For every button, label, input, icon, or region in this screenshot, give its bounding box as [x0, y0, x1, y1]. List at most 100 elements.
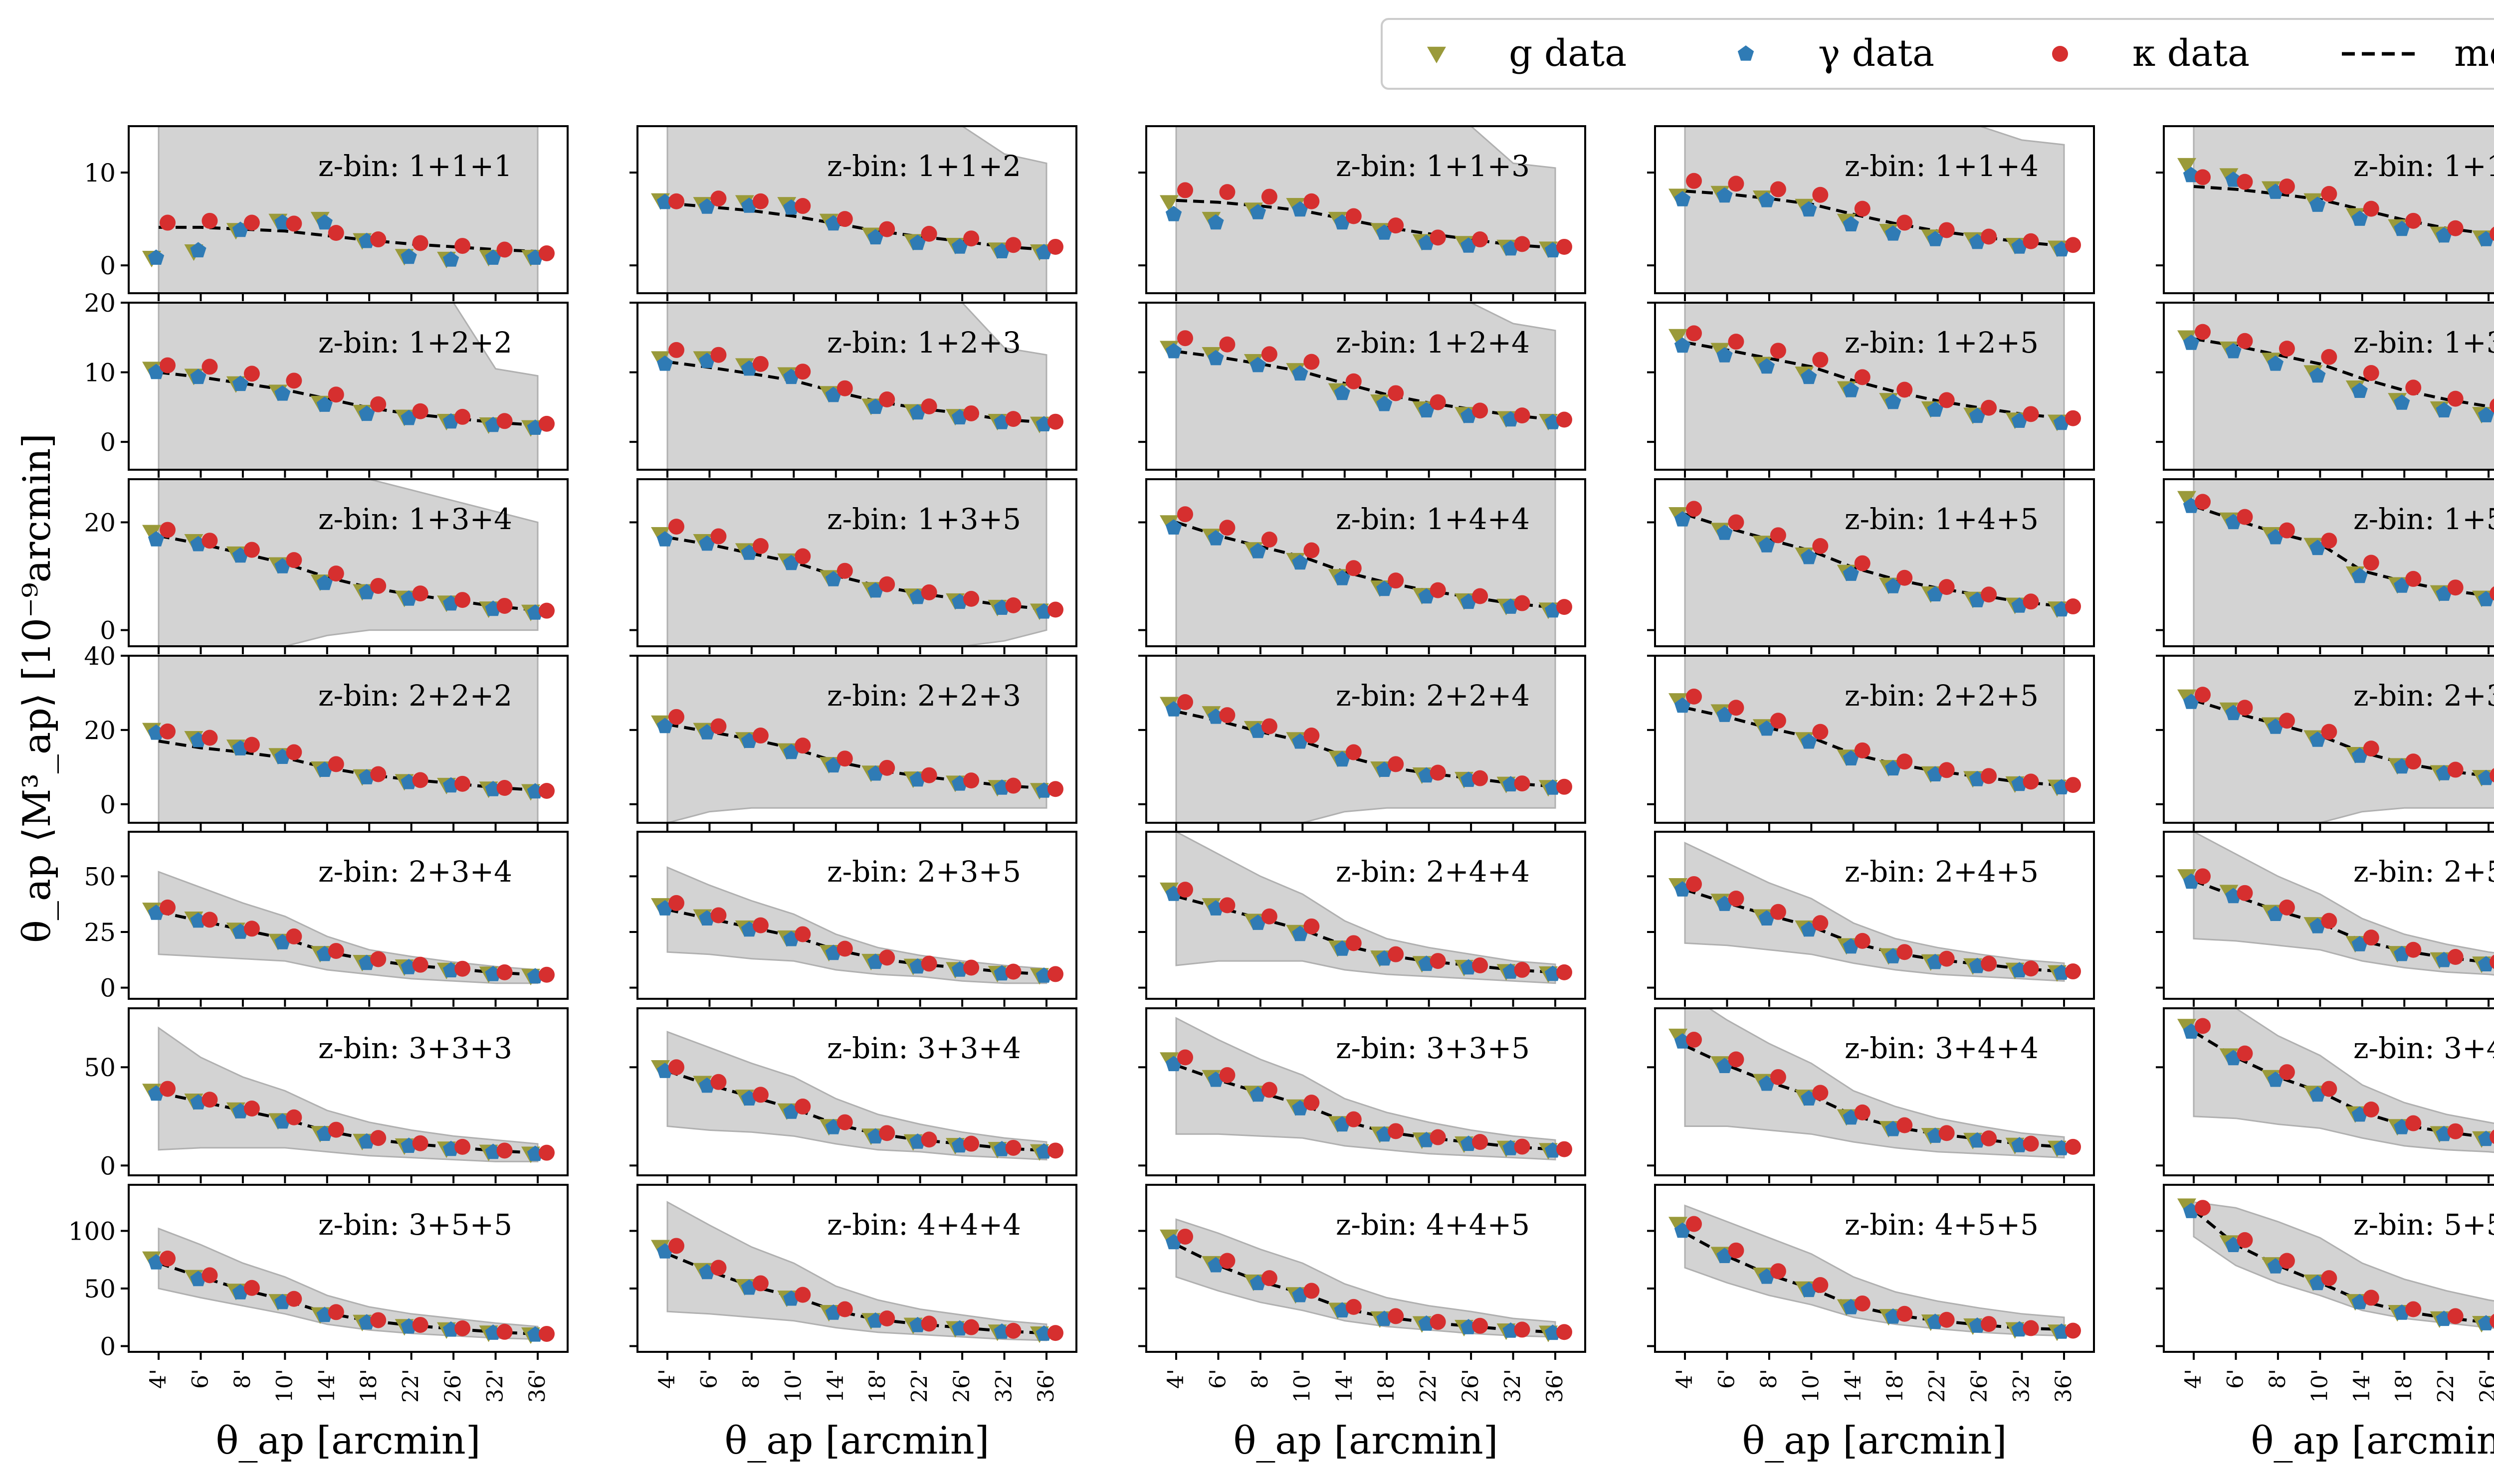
gamma-data-point [1758, 720, 1775, 736]
kappa-data-point [1854, 200, 1870, 217]
panel-frame [128, 125, 569, 294]
gamma-data-point [1376, 580, 1393, 596]
x-axis-label: θ_ap [arcmin] [725, 1418, 990, 1463]
kappa-data-point [1728, 176, 1744, 192]
kappa-data-point [836, 1301, 853, 1317]
kappa-data-point [668, 193, 684, 209]
kappa-data-point [2321, 913, 2337, 929]
kappa-data-point [1556, 1141, 1572, 1157]
kappa-data-point [1430, 1313, 1446, 1330]
kappa-data-point [836, 940, 853, 957]
model-line [158, 740, 538, 792]
model-line [2193, 337, 2494, 409]
panel-5: z-bin: 1+1+5 [2156, 125, 2494, 301]
panel-frame [636, 302, 1077, 471]
panel-label: z-bin: 3+3+5 [1336, 1031, 1530, 1065]
panel-label: z-bin: 3+4+5 [2353, 1031, 2494, 1065]
model-line [1176, 710, 1556, 788]
kappa-data-point [2363, 200, 2379, 217]
kappa-data-point [1686, 876, 1702, 892]
kappa-data-point [710, 1074, 727, 1090]
kappa-data-point [710, 718, 727, 735]
x-tick-label: 10' [1798, 1369, 1824, 1403]
error-band [2193, 303, 2494, 470]
kappa-data-point [879, 1310, 895, 1326]
gamma-data-point [1208, 214, 1224, 230]
panel-label: z-bin: 1+5+5 [2353, 502, 2494, 536]
x-tick-label: 36' [2051, 1369, 2077, 1403]
kappa-data-point [963, 959, 980, 976]
kappa-data-point [2363, 1290, 2379, 1306]
x-tick-label: 6' [696, 1369, 722, 1389]
model-line [1684, 1232, 2065, 1331]
kappa-data-point [2065, 598, 2081, 615]
kappa-data-point [2023, 960, 2039, 977]
error-band [1684, 841, 2065, 982]
panel-26: z-bin: 3+3+3 0 50 [84, 1007, 569, 1183]
kappa-data-point [539, 782, 555, 799]
gamma-data-point [1165, 519, 1182, 535]
kappa-data-point [921, 955, 937, 972]
kappa-data-point [1728, 514, 1744, 531]
y-tick-label: 20 [84, 716, 116, 745]
kappa-data-point [1686, 1032, 1702, 1048]
kappa-data-point [1047, 966, 1063, 982]
kappa-data-point [2321, 724, 2337, 740]
gamma-data-point [699, 198, 715, 214]
kappa-data-point [202, 212, 218, 229]
kappa-data-point [795, 364, 811, 380]
model-line [158, 371, 538, 427]
kappa-data-point [412, 585, 428, 602]
kappa-data-point [1261, 346, 1277, 363]
gamma-data-point [909, 1316, 926, 1332]
panel-frame [1145, 1184, 1586, 1353]
panel-1: z-bin: 1+1+1 0 10 [84, 125, 569, 301]
x-tick-label: 4' [1672, 1369, 1697, 1389]
kappa-data-point [2363, 741, 2379, 757]
gamma-data-point [1716, 347, 1733, 363]
error-band [2193, 1008, 2494, 1153]
kappa-data-point [2490, 954, 2494, 969]
panel-label: z-bin: 2+2+4 [1336, 679, 1530, 713]
panel-grid: z-bin: 1+1+1 0 10 z-bin: 1+1+2 z-bin: 1+1+3 z… [68, 125, 2494, 1403]
panel-label: z-bin: 1+1+2 [827, 149, 1021, 183]
error-band [2193, 479, 2494, 646]
panel-frame [636, 655, 1077, 824]
y-tick-label: 0 [100, 790, 116, 819]
kappa-data-point [2405, 1301, 2422, 1317]
model-line [1684, 513, 2065, 608]
kappa-data-point [1219, 336, 1236, 353]
gamma-data-point [1334, 384, 1350, 400]
kappa-data-point [1005, 411, 1022, 427]
kappa-data-point [2447, 390, 2464, 407]
kappa-data-point [454, 592, 471, 608]
gamma-data-point [148, 531, 165, 547]
gamma-data-point [527, 1326, 544, 1342]
kappa-data-point [328, 756, 344, 772]
kappa-data-point [160, 214, 176, 231]
gamma-data-point [1418, 402, 1435, 418]
kappa-data-point [286, 1291, 302, 1307]
gamma-data-point [909, 234, 926, 250]
kappa-data-point [454, 775, 471, 792]
kappa-data-point [1303, 193, 1320, 209]
kappa-data-point [286, 552, 302, 568]
kappa-data-point [2363, 365, 2379, 381]
gamma-data-point [1249, 357, 1266, 372]
gamma-data-point [1758, 191, 1775, 207]
kappa-data-point [1854, 1104, 1870, 1120]
kappa-data-point [2065, 1138, 2081, 1155]
gamma-data-point [1292, 365, 1308, 381]
kappa-data-point [1261, 718, 1277, 735]
kappa-data-point [1938, 1311, 1955, 1328]
panel-32: z-bin: 4+4+4 4' 6' 8' 10' 14' 18' 22' 26' 32' 36' [629, 1184, 1077, 1403]
kappa-data-point [370, 1130, 387, 1146]
gamma-data-point [485, 249, 501, 265]
gamma-data-point [1674, 337, 1691, 353]
legend-kappa-marker [2052, 46, 2068, 62]
kappa-data-point [160, 357, 176, 373]
panel-label: z-bin: 4+5+5 [1845, 1208, 2039, 1242]
gamma-data-point [867, 398, 884, 414]
gamma-data-point [699, 535, 715, 551]
kappa-data-point [836, 380, 853, 396]
